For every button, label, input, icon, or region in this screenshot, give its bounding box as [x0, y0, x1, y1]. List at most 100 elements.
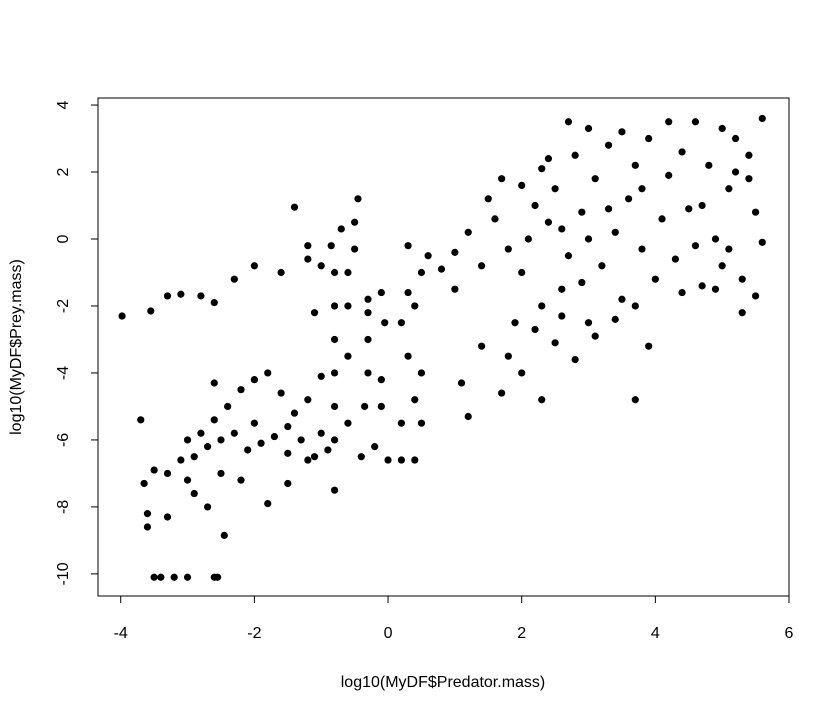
- point: [658, 215, 666, 223]
- point: [417, 419, 426, 427]
- point: [197, 429, 205, 437]
- point: [351, 218, 359, 226]
- point: [217, 469, 225, 478]
- point: [404, 288, 412, 297]
- point: [498, 389, 506, 397]
- point: [250, 376, 258, 384]
- point: [538, 302, 546, 310]
- point: [304, 255, 312, 263]
- point: [404, 352, 412, 360]
- point: [377, 288, 385, 297]
- x-tick-label: -4: [114, 625, 128, 642]
- point: [150, 466, 158, 474]
- point: [310, 309, 319, 317]
- point: [190, 453, 198, 461]
- point: [518, 268, 526, 277]
- point: [618, 295, 626, 303]
- point: [745, 175, 753, 183]
- point: [518, 181, 526, 190]
- point: [214, 573, 222, 581]
- point: [170, 573, 178, 581]
- point: [290, 203, 299, 211]
- point: [190, 489, 198, 498]
- point: [578, 278, 586, 287]
- point: [531, 325, 539, 334]
- y-axis-label: log10(MyDF$Prey.mass): [8, 259, 25, 435]
- point: [417, 369, 426, 377]
- point: [725, 245, 733, 253]
- point: [147, 307, 155, 315]
- point: [631, 396, 639, 404]
- point: [220, 531, 228, 539]
- point: [404, 242, 412, 250]
- point: [551, 185, 559, 193]
- point: [751, 208, 760, 216]
- point: [484, 195, 492, 203]
- point: [584, 319, 593, 327]
- point: [384, 456, 392, 464]
- point: [544, 218, 553, 226]
- point: [264, 499, 272, 508]
- point: [491, 215, 499, 223]
- point: [344, 352, 352, 360]
- point: [718, 124, 726, 133]
- point: [511, 319, 519, 327]
- point: [725, 185, 733, 193]
- point: [361, 402, 369, 411]
- point: [297, 436, 305, 444]
- point: [327, 242, 335, 250]
- point: [705, 161, 713, 169]
- point: [745, 151, 753, 159]
- point: [437, 265, 446, 273]
- point: [143, 523, 152, 531]
- point: [397, 419, 405, 427]
- point: [118, 312, 126, 320]
- point: [224, 402, 232, 411]
- point: [424, 252, 432, 260]
- point: [558, 225, 566, 233]
- point: [397, 456, 405, 464]
- point: [163, 469, 172, 478]
- point: [464, 228, 472, 236]
- point: [183, 436, 192, 444]
- point: [277, 389, 285, 397]
- point: [558, 285, 566, 293]
- point: [665, 171, 673, 179]
- point: [464, 412, 472, 421]
- point: [504, 352, 512, 360]
- point: [217, 436, 225, 444]
- point: [330, 486, 339, 494]
- point: [264, 369, 272, 377]
- y-tick-label: -4: [55, 366, 72, 380]
- point: [451, 285, 459, 293]
- point: [317, 429, 325, 437]
- point: [351, 245, 359, 253]
- point: [304, 396, 312, 404]
- point: [310, 453, 319, 461]
- point: [598, 262, 606, 270]
- point: [631, 302, 639, 310]
- point: [731, 134, 740, 143]
- point: [518, 369, 526, 377]
- point: [330, 268, 339, 277]
- y-tick-label: -6: [55, 433, 72, 447]
- point: [250, 419, 258, 427]
- point: [183, 573, 192, 581]
- point: [304, 242, 312, 250]
- point: [304, 456, 312, 464]
- point: [551, 339, 559, 347]
- x-tick-label: 4: [651, 625, 660, 642]
- point: [578, 208, 586, 216]
- point: [411, 456, 419, 464]
- point: [203, 503, 212, 511]
- point: [210, 379, 218, 387]
- point: [177, 290, 185, 298]
- point: [143, 510, 152, 518]
- point: [330, 436, 339, 444]
- point: [411, 302, 419, 310]
- point: [237, 476, 245, 484]
- y-tick-label: 2: [55, 167, 72, 176]
- point: [477, 342, 486, 350]
- point: [203, 443, 212, 451]
